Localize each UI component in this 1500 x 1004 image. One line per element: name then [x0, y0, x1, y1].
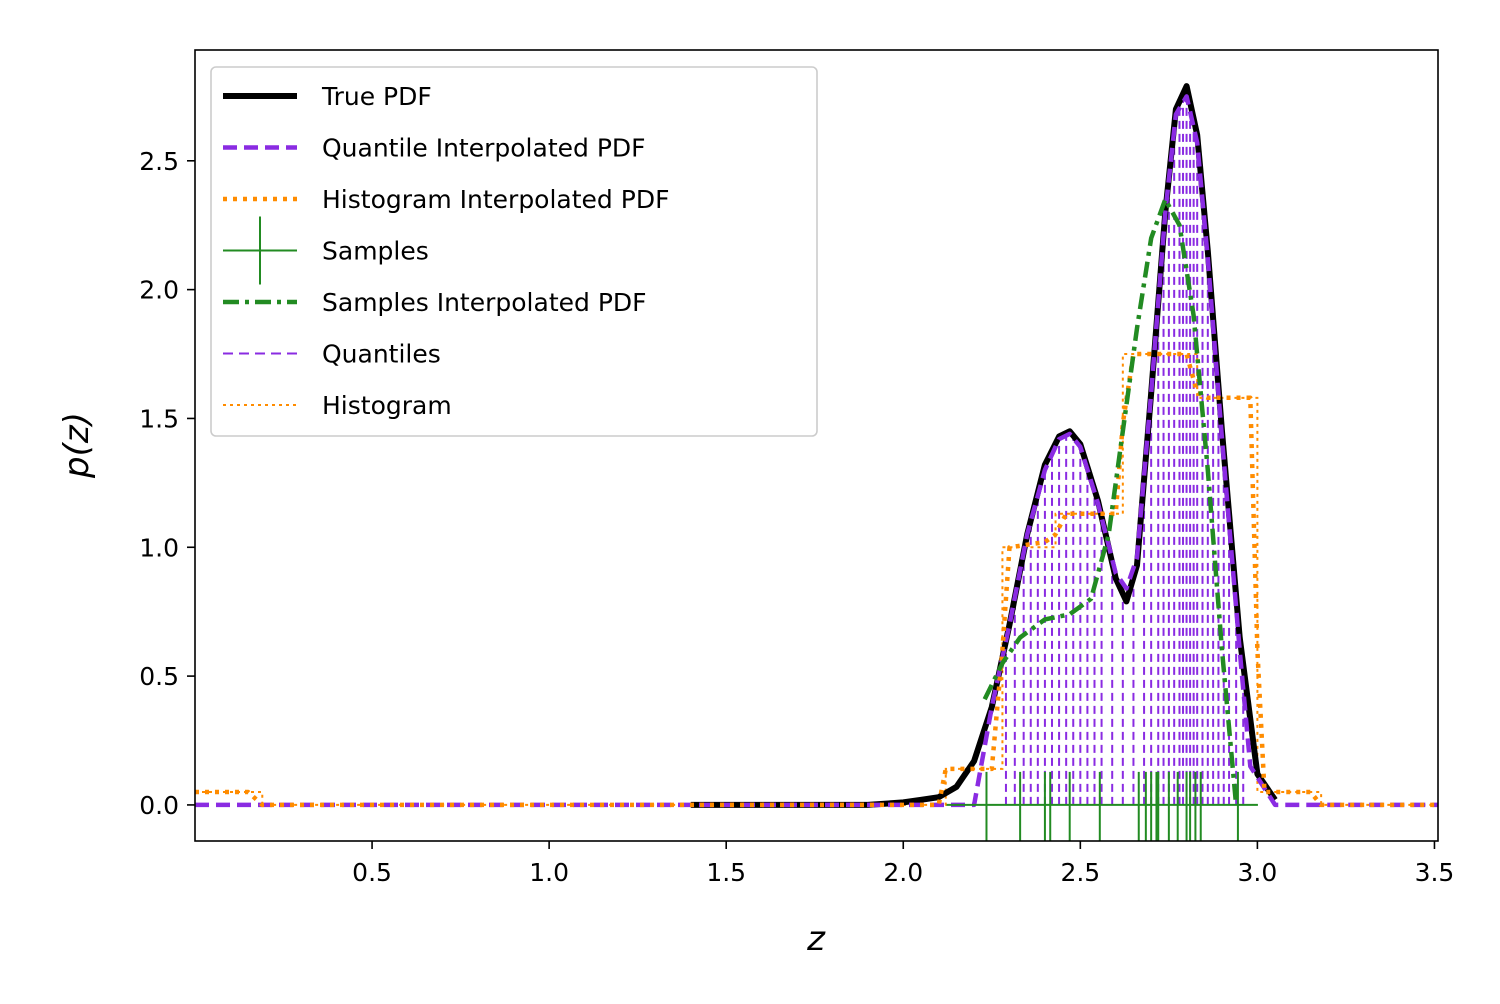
legend-label: Samples — [322, 237, 429, 266]
legend: True PDF Quantile Interpolated PDF Histogr… — [210, 66, 818, 437]
plot-marks — [195, 83, 1438, 841]
x-tick-label: 2.5 — [1060, 858, 1100, 887]
samples-interpolated-pdf-line — [982, 197, 1239, 806]
y-tick-label: 2.0 — [139, 276, 179, 305]
legend-label: Quantile Interpolated PDF — [322, 134, 646, 163]
histogram-interpolated-pdf-line — [195, 351, 1438, 808]
y-axis-label: p(z) — [57, 412, 97, 479]
legend-label: Histogram — [322, 391, 452, 420]
y-tick-label: 1.5 — [139, 404, 179, 433]
x-tick-label: 0.5 — [352, 858, 392, 887]
x-tick-label: 3.0 — [1238, 858, 1278, 887]
y-tick-label: 0.5 — [139, 662, 179, 691]
y-tick-label: 1.0 — [139, 533, 179, 562]
x-tick-label: 2.0 — [883, 858, 923, 887]
y-tick-label: 2.5 — [139, 147, 179, 176]
legend-label: True PDF — [321, 82, 432, 111]
x-tick-label: 1.5 — [706, 858, 746, 887]
x-axis-label: z — [806, 919, 826, 959]
y-tick-label: 0.0 — [139, 791, 179, 820]
legend-label: Samples Interpolated PDF — [322, 288, 647, 317]
legend-label: Histogram Interpolated PDF — [322, 185, 669, 214]
plot-frame — [194, 49, 1439, 842]
legend-label: Quantiles — [322, 340, 441, 369]
y-axis: 0.0 0.5 1.0 1.5 2.0 2.5 — [139, 147, 195, 820]
quantile-interpolated-pdf-line — [195, 94, 1438, 808]
legend-box — [210, 66, 818, 437]
x-tick-label: 3.5 — [1415, 858, 1455, 887]
x-tick-label: 1.0 — [529, 858, 569, 887]
x-axis: 0.5 1.0 1.5 2.0 2.5 3.0 3.5 — [352, 841, 1454, 887]
true-pdf-line — [690, 83, 1278, 808]
